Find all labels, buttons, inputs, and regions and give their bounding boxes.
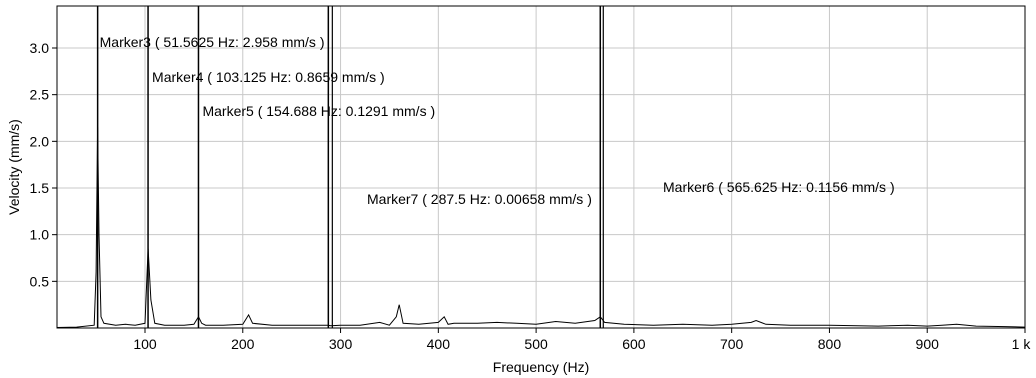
y-tick-label: 2.5 (30, 87, 50, 103)
plot-border (56, 5, 1026, 329)
y-tick-label: 1.0 (30, 227, 50, 243)
velocity-series-line (56, 127, 1026, 328)
x-tick-label: 900 (916, 336, 940, 352)
markers: Marker3 ( 51.5625 Hz: 2.958 mm/s ) Marker… (96, 6, 895, 328)
y-tick-label: 1.5 (30, 180, 50, 196)
y-tick-label: 0.5 (30, 273, 50, 289)
x-tick-label: 600 (622, 336, 646, 352)
x-tick-label: 300 (329, 336, 353, 352)
y-tick-label: 3.0 (30, 40, 50, 56)
marker-label: Marker5 ( 154.688 Hz: 0.1291 mm/s ) (202, 103, 435, 119)
x-tick-label: 400 (427, 336, 451, 352)
x-axis-title: Frequency (Hz) (493, 359, 589, 375)
x-tick-label: 500 (524, 336, 548, 352)
x-tick-label: 100 (133, 336, 157, 352)
x-tick-label: 1 k (1012, 336, 1032, 352)
y-tick-label: 2.0 (30, 133, 50, 149)
y-axis-ticks: 0.5 1.0 1.5 2.0 2.5 3.0 (30, 40, 57, 289)
plot-area (57, 6, 1025, 328)
marker-label: Marker3 ( 51.5625 Hz: 2.958 mm/s ) (100, 34, 325, 50)
x-tick-label: 700 (720, 336, 744, 352)
x-tick-label: 200 (231, 336, 255, 352)
marker-label: Marker7 ( 287.5 Hz: 0.00658 mm/s ) (367, 191, 592, 207)
marker-label: Marker4 ( 103.125 Hz: 0.8659 mm/s ) (152, 69, 385, 85)
x-axis-ticks: 100 200 300 400 500 600 700 800 900 1 k (133, 328, 1031, 352)
x-tick-label: 800 (818, 336, 842, 352)
y-axis-title: Velocity (mm/s) (6, 119, 22, 215)
grid-lines (57, 6, 1026, 328)
marker-label: Marker6 ( 565.625 Hz: 0.1156 mm/s ) (663, 179, 895, 195)
